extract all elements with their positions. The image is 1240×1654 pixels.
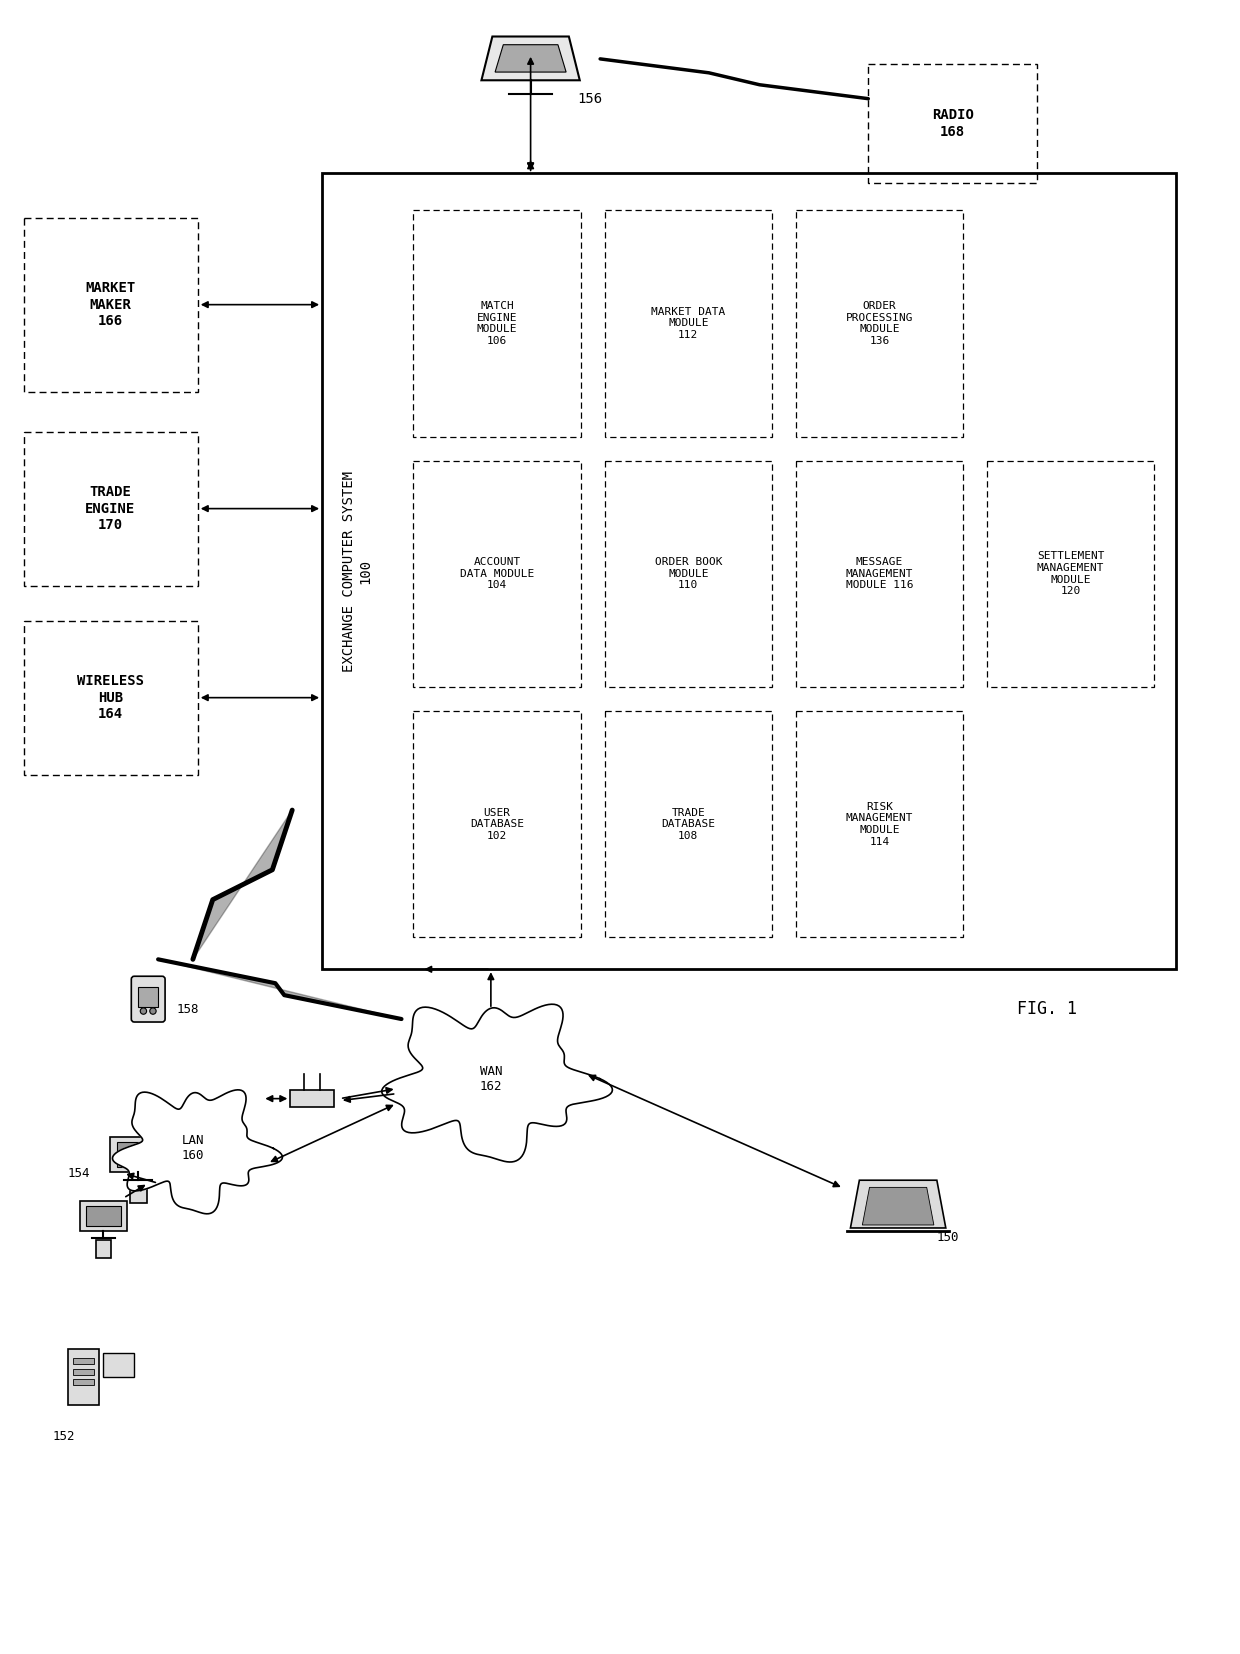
Text: RADIO
168: RADIO 168: [931, 109, 973, 139]
Bar: [868, 65, 1037, 184]
Text: MARKET DATA
MODULE
112: MARKET DATA MODULE 112: [651, 306, 725, 341]
Polygon shape: [113, 1090, 283, 1214]
Text: EXCHANGE COMPUTER SYSTEM
100: EXCHANGE COMPUTER SYSTEM 100: [342, 471, 372, 672]
Bar: [796, 460, 963, 686]
Bar: [24, 432, 198, 586]
Text: 156: 156: [578, 91, 603, 106]
Bar: [73, 1368, 94, 1374]
Bar: [73, 1358, 94, 1365]
Bar: [796, 711, 963, 938]
Text: MATCH
ENGINE
MODULE
106: MATCH ENGINE MODULE 106: [477, 301, 517, 346]
Bar: [68, 1350, 99, 1404]
Bar: [138, 987, 159, 1007]
Bar: [24, 218, 198, 392]
Polygon shape: [481, 36, 580, 81]
Bar: [322, 174, 1177, 969]
Bar: [110, 1136, 166, 1171]
Polygon shape: [851, 1181, 946, 1227]
Text: RISK
MANAGEMENT
MODULE
114: RISK MANAGEMENT MODULE 114: [846, 802, 913, 847]
Bar: [24, 620, 198, 776]
Bar: [605, 210, 773, 437]
Bar: [413, 460, 580, 686]
Bar: [95, 1240, 110, 1257]
Bar: [118, 1143, 159, 1166]
Text: TRADE
ENGINE
170: TRADE ENGINE 170: [86, 485, 135, 533]
Text: 158: 158: [176, 1002, 200, 1016]
Bar: [413, 210, 580, 437]
Polygon shape: [159, 959, 402, 1019]
Text: USER
DATABASE
102: USER DATABASE 102: [470, 807, 525, 840]
FancyBboxPatch shape: [131, 976, 165, 1022]
Polygon shape: [862, 1188, 934, 1226]
Text: SETTLEMENT
MANAGEMENT
MODULE
120: SETTLEMENT MANAGEMENT MODULE 120: [1037, 551, 1105, 595]
Bar: [73, 1379, 94, 1384]
Text: TRADE
DATABASE
108: TRADE DATABASE 108: [661, 807, 715, 840]
Text: 152: 152: [52, 1431, 74, 1444]
Bar: [796, 210, 963, 437]
Circle shape: [150, 1007, 156, 1014]
Text: ORDER BOOK
MODULE
110: ORDER BOOK MODULE 110: [655, 557, 722, 590]
Text: 154: 154: [67, 1166, 91, 1179]
Text: ORDER
PROCESSING
MODULE
136: ORDER PROCESSING MODULE 136: [846, 301, 913, 346]
Bar: [605, 460, 773, 686]
Bar: [605, 711, 773, 938]
Text: MARKET
MAKER
166: MARKET MAKER 166: [86, 281, 135, 327]
Text: 150: 150: [936, 1232, 959, 1244]
Text: WIRELESS
HUB
164: WIRELESS HUB 164: [77, 675, 144, 721]
Bar: [86, 1206, 122, 1227]
Polygon shape: [495, 45, 567, 73]
Bar: [103, 1353, 134, 1378]
Polygon shape: [382, 1004, 613, 1163]
Polygon shape: [193, 810, 293, 959]
Text: FIG. 1: FIG. 1: [1017, 1001, 1078, 1019]
Text: ACCOUNT
DATA MODULE
104: ACCOUNT DATA MODULE 104: [460, 557, 534, 590]
Bar: [129, 1183, 148, 1202]
Bar: [290, 1090, 335, 1107]
Text: MESSAGE
MANAGEMENT
MODULE 116: MESSAGE MANAGEMENT MODULE 116: [846, 557, 913, 590]
Bar: [987, 460, 1154, 686]
Text: WAN
162: WAN 162: [480, 1065, 502, 1093]
Bar: [413, 711, 580, 938]
Text: LAN
160: LAN 160: [181, 1135, 205, 1163]
Bar: [79, 1201, 128, 1231]
Circle shape: [140, 1007, 146, 1014]
